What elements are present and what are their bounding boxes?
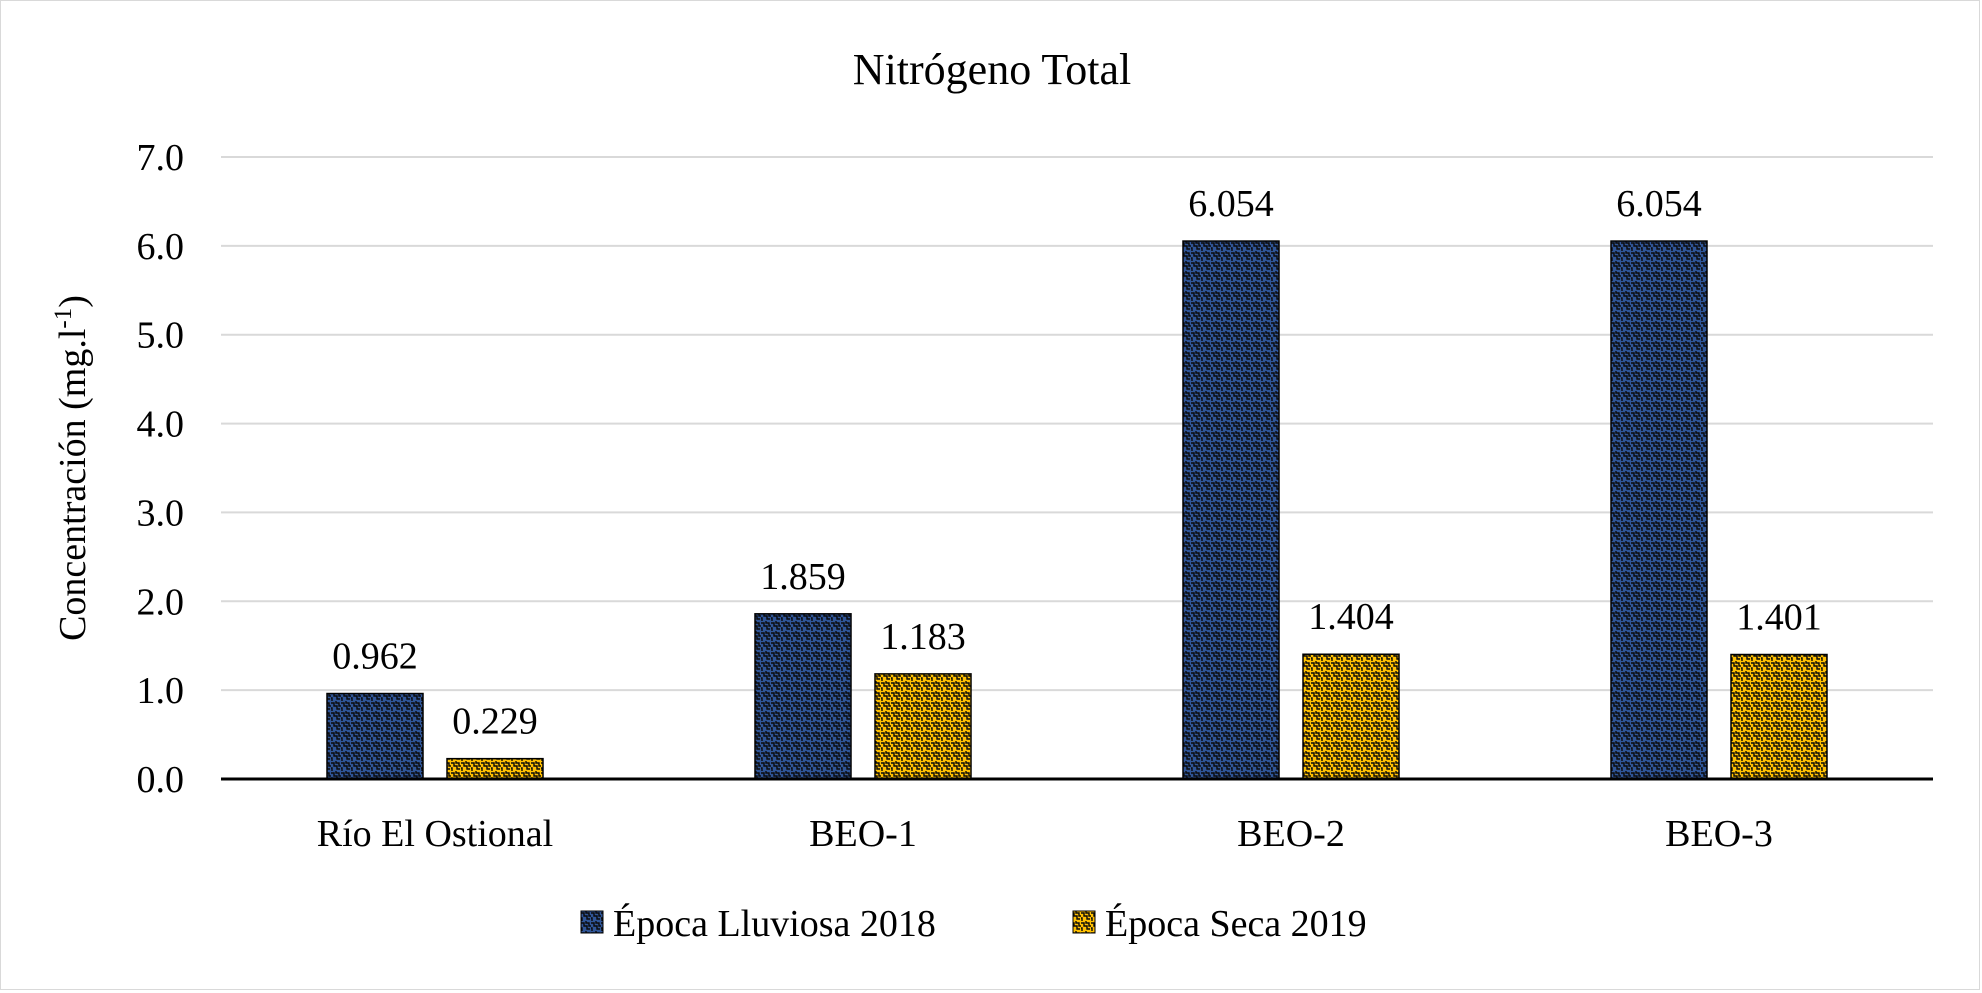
y-tick-label: 7.0 bbox=[137, 137, 185, 179]
bar-lluviosa bbox=[754, 613, 852, 780]
bar-lluviosa bbox=[1610, 240, 1708, 780]
legend-label-lluviosa: Época Lluviosa 2018 bbox=[613, 903, 936, 945]
legend-swatch-lluviosa bbox=[580, 910, 604, 934]
x-tick-label: Río El Ostional bbox=[317, 813, 553, 855]
y-tick-label: 3.0 bbox=[137, 492, 185, 534]
legend-swatch-seca bbox=[1072, 910, 1096, 934]
y-axis-label-close: ) bbox=[52, 295, 94, 308]
y-tick-label: 6.0 bbox=[137, 226, 185, 268]
bars bbox=[326, 240, 1828, 780]
y-axis-label: Concentración (mg.l-1) bbox=[50, 295, 94, 641]
y-tick-label: 1.0 bbox=[137, 670, 185, 712]
data-label: 1.859 bbox=[760, 556, 846, 598]
x-tick-label: BEO-3 bbox=[1665, 813, 1773, 855]
y-axis-label-superscript: -1 bbox=[50, 308, 77, 329]
data-label: 0.229 bbox=[452, 701, 538, 743]
y-tick-label: 4.0 bbox=[137, 404, 185, 446]
data-label: 6.054 bbox=[1188, 183, 1274, 225]
data-label: 0.962 bbox=[332, 636, 418, 678]
gridlines bbox=[221, 156, 1933, 692]
data-label: 1.183 bbox=[880, 616, 966, 658]
chart-title: Nitrógeno Total bbox=[853, 45, 1131, 94]
y-tick-label: 0.0 bbox=[137, 759, 185, 801]
data-label: 6.054 bbox=[1616, 183, 1702, 225]
legend-label-seca: Época Seca 2019 bbox=[1105, 903, 1367, 945]
bar-seca bbox=[1730, 653, 1828, 780]
data-labels: 0.962 0.229 1.859 1.183 6.054 1.404 6.054 1.401 bbox=[332, 183, 1822, 743]
x-tick-label: BEO-1 bbox=[809, 813, 917, 855]
y-tick-label: 2.0 bbox=[137, 581, 185, 623]
y-tick-label: 5.0 bbox=[137, 315, 185, 357]
bar-lluviosa bbox=[1182, 240, 1280, 780]
x-axis-ticks: Río El Ostional BEO-1 BEO-2 BEO-3 bbox=[317, 813, 1773, 855]
bar-seca bbox=[446, 757, 544, 780]
x-tick-label: BEO-2 bbox=[1237, 813, 1345, 855]
bar-seca bbox=[1302, 653, 1400, 780]
bar-seca bbox=[874, 673, 972, 780]
y-axis-ticks: 0.0 1.0 2.0 3.0 4.0 5.0 6.0 7.0 bbox=[137, 137, 185, 801]
bar-lluviosa bbox=[326, 692, 424, 780]
data-label: 1.401 bbox=[1736, 597, 1822, 639]
data-label: 1.404 bbox=[1308, 596, 1394, 638]
legend: Época Lluviosa 2018 Época Seca 2019 bbox=[580, 903, 1367, 945]
